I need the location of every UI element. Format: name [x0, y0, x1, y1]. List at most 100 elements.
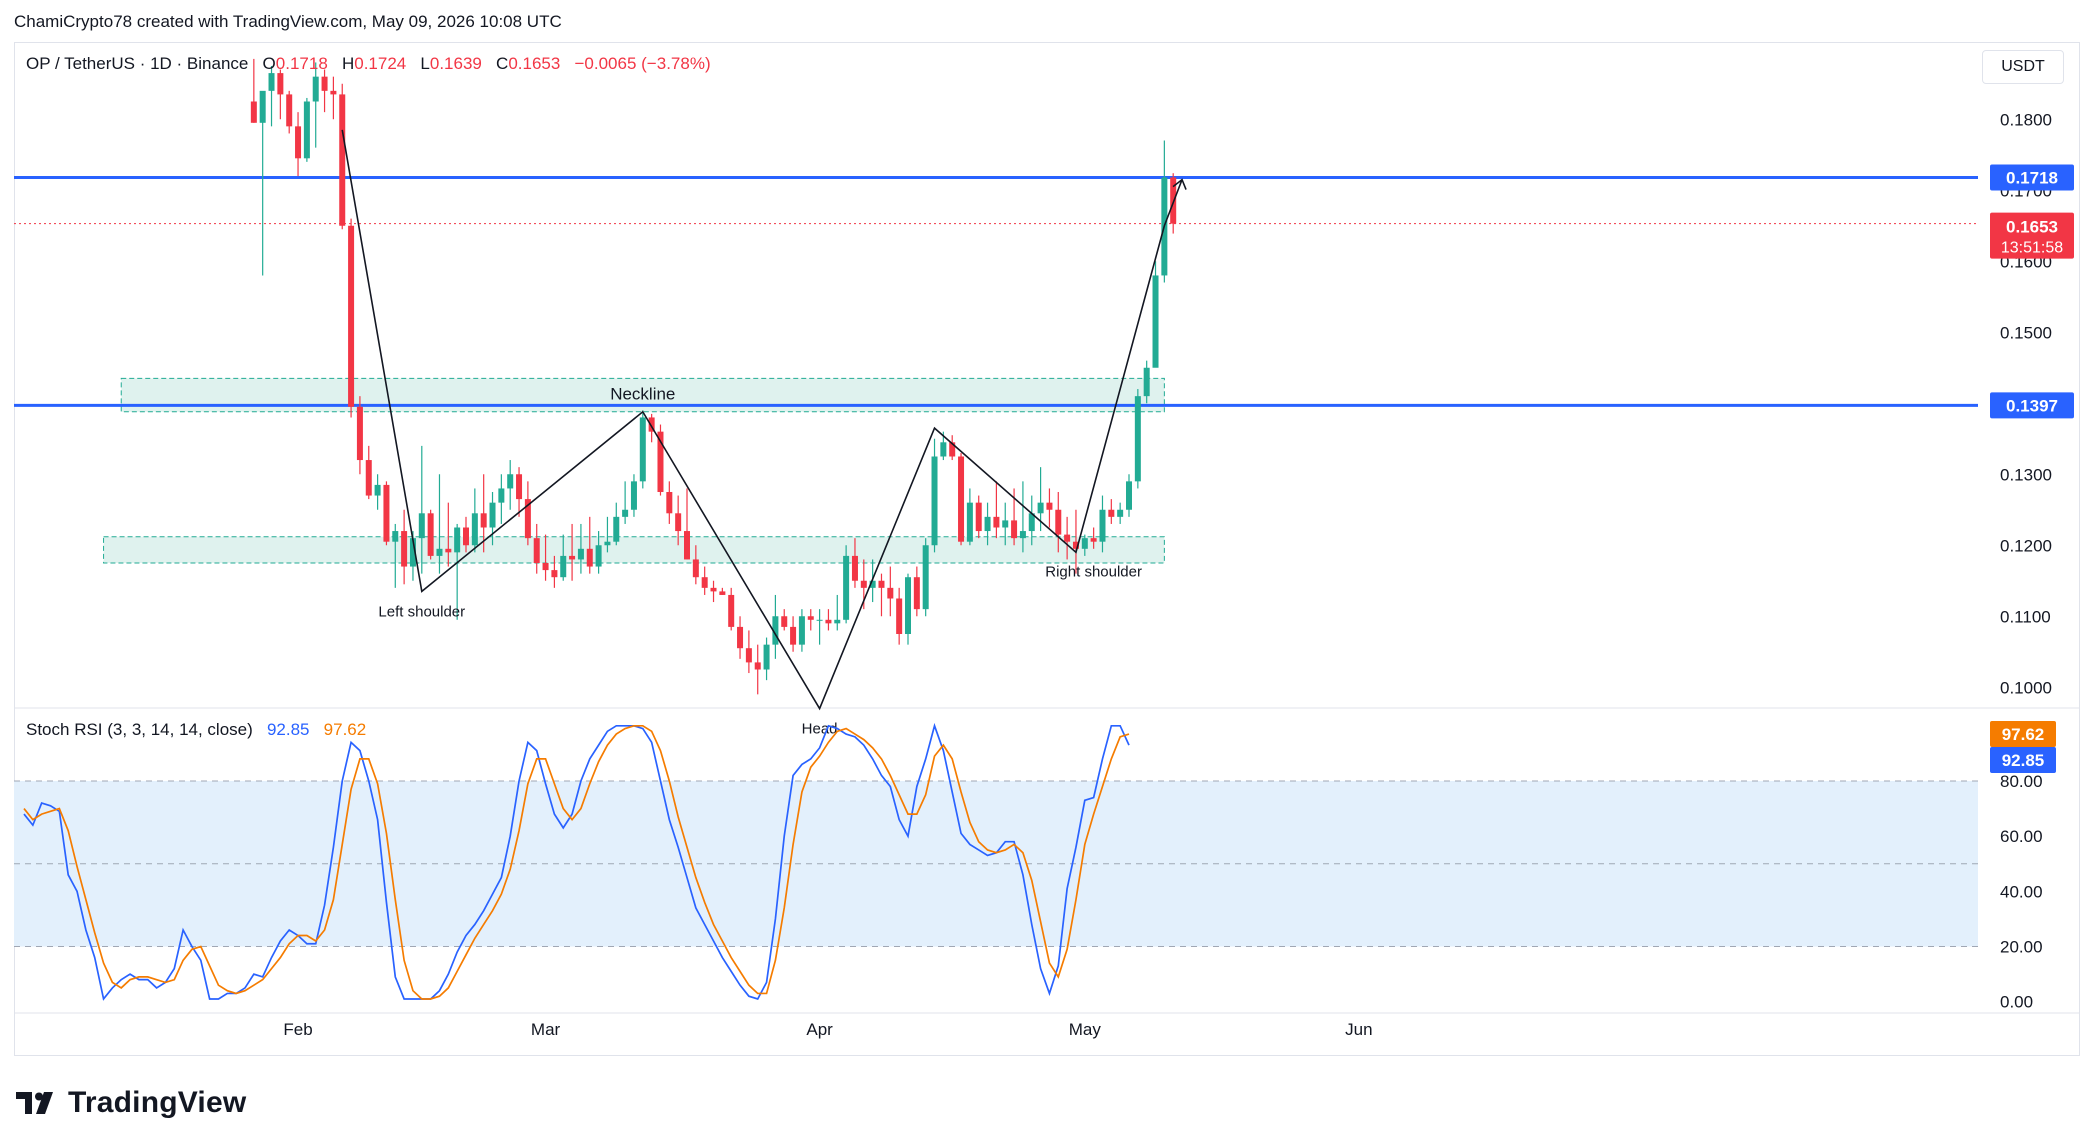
stoch-rsi-name[interactable]: Stoch RSI (3, 3, 14, 14, close) [26, 720, 253, 739]
currency-button[interactable]: USDT [1982, 50, 2064, 84]
stoch-rsi-k-badge-bg [1990, 747, 2056, 773]
candle [781, 609, 788, 631]
candle [807, 609, 814, 631]
candle-body [887, 587, 894, 599]
candle-body [843, 555, 850, 620]
tradingview-logo[interactable]: TradingView [16, 1086, 246, 1120]
candle [816, 609, 823, 645]
candle [913, 566, 920, 617]
candle-body [365, 460, 372, 496]
candle-body [454, 527, 461, 553]
candle-body [471, 513, 478, 546]
candle [604, 516, 611, 553]
candle-body [1143, 367, 1150, 397]
candle-body [781, 616, 788, 627]
candle [312, 62, 319, 148]
candle [719, 587, 726, 595]
candle [684, 488, 690, 560]
candle [401, 509, 408, 585]
symbol-label[interactable]: OP / TetherUS · 1D · Binance [26, 54, 249, 73]
close-value: 0.1653 [508, 54, 561, 73]
head-shoulders-drawing [341, 129, 1183, 711]
candle-body [259, 90, 266, 123]
candle-body [303, 101, 310, 159]
candle [763, 637, 770, 681]
candle [259, 90, 266, 276]
candle [524, 481, 531, 546]
candle-body [701, 577, 708, 588]
candle [639, 410, 646, 489]
candle [1134, 389, 1141, 489]
candle-body [657, 431, 664, 492]
candle [330, 76, 337, 120]
candle-body [383, 484, 390, 542]
candle [745, 630, 752, 674]
stoch-rsi-d-badge-bg [1990, 721, 2056, 747]
tradingview-logo-icon [16, 1092, 53, 1114]
candle [392, 523, 399, 588]
candle [277, 69, 284, 120]
candle-body [763, 644, 770, 670]
candle-body [869, 580, 876, 588]
candle [851, 538, 858, 588]
candle [798, 609, 805, 652]
candle [1064, 516, 1071, 560]
candle-body [630, 481, 637, 510]
candle [1117, 502, 1124, 524]
candle-body [692, 559, 699, 578]
candle [701, 566, 708, 595]
candle [383, 481, 390, 546]
candle [295, 112, 302, 177]
candle [480, 474, 487, 553]
resistance-price-badge: 0.1718 [1990, 164, 2074, 191]
time-tick-may: May [1069, 1020, 1102, 1039]
candle [1099, 495, 1106, 553]
price-tick-label: 0.1300 [2000, 465, 2052, 484]
stoch-rsi-legend: Stoch RSI (3, 3, 14, 14, close) 92.85 97… [26, 720, 366, 740]
candle-body [1064, 534, 1071, 542]
candle-body [1046, 502, 1053, 510]
candle-body [1037, 502, 1044, 514]
price-tick-label: 0.1800 [2000, 110, 2052, 129]
candle-body [966, 502, 973, 542]
candle-body [250, 101, 257, 123]
candle-body [958, 456, 965, 542]
candle-body [551, 570, 558, 578]
candle-body [356, 406, 363, 461]
candle-body [648, 417, 655, 432]
price-legend: OP / TetherUS · 1D · Binance O0.1718 H0.… [26, 54, 711, 74]
candle [339, 83, 346, 230]
candle-body [949, 442, 956, 457]
candle [887, 566, 894, 617]
candle-body [622, 509, 629, 517]
candle-body [1072, 541, 1079, 549]
candle-body [516, 474, 523, 500]
change-value: −0.0065 (−3.78%) [574, 54, 711, 73]
candle-body [984, 516, 991, 532]
candle-body [595, 545, 602, 567]
candle [498, 474, 505, 524]
candle-body [1011, 520, 1018, 539]
candle [958, 452, 965, 546]
candle [843, 545, 850, 624]
candle-body [569, 555, 576, 560]
candle [348, 218, 355, 418]
candle [1108, 499, 1115, 524]
candle [949, 435, 956, 461]
time-tick-apr: Apr [806, 1020, 833, 1039]
candle [1143, 360, 1150, 404]
candle-body [436, 548, 443, 556]
candle-body [790, 626, 797, 645]
candle [577, 523, 584, 574]
candle [931, 438, 938, 553]
open-label: O [262, 54, 276, 73]
candle-body [489, 502, 496, 528]
candle-body [737, 626, 744, 649]
candle [454, 523, 461, 620]
candle-body [348, 225, 355, 407]
candle-body [286, 94, 293, 127]
candle-body [825, 619, 832, 624]
support-price-badge-text: 0.1397 [2006, 396, 2058, 415]
time-tick-jun: Jun [1345, 1020, 1372, 1039]
